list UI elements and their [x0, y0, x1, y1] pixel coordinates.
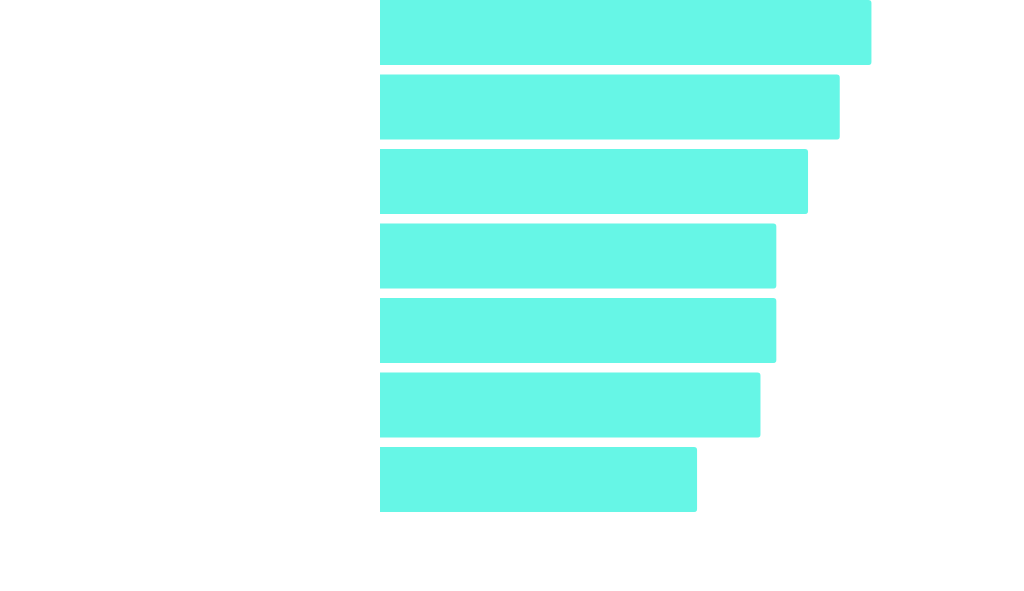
bar-3: [380, 149, 809, 214]
bar-1: [380, 0, 872, 65]
bar-7: [380, 447, 698, 512]
bar-2: [380, 74, 840, 140]
bar-4: [380, 223, 777, 289]
bars-group: [380, 0, 872, 512]
bar-5: [380, 298, 777, 363]
bar-6: [380, 372, 761, 438]
